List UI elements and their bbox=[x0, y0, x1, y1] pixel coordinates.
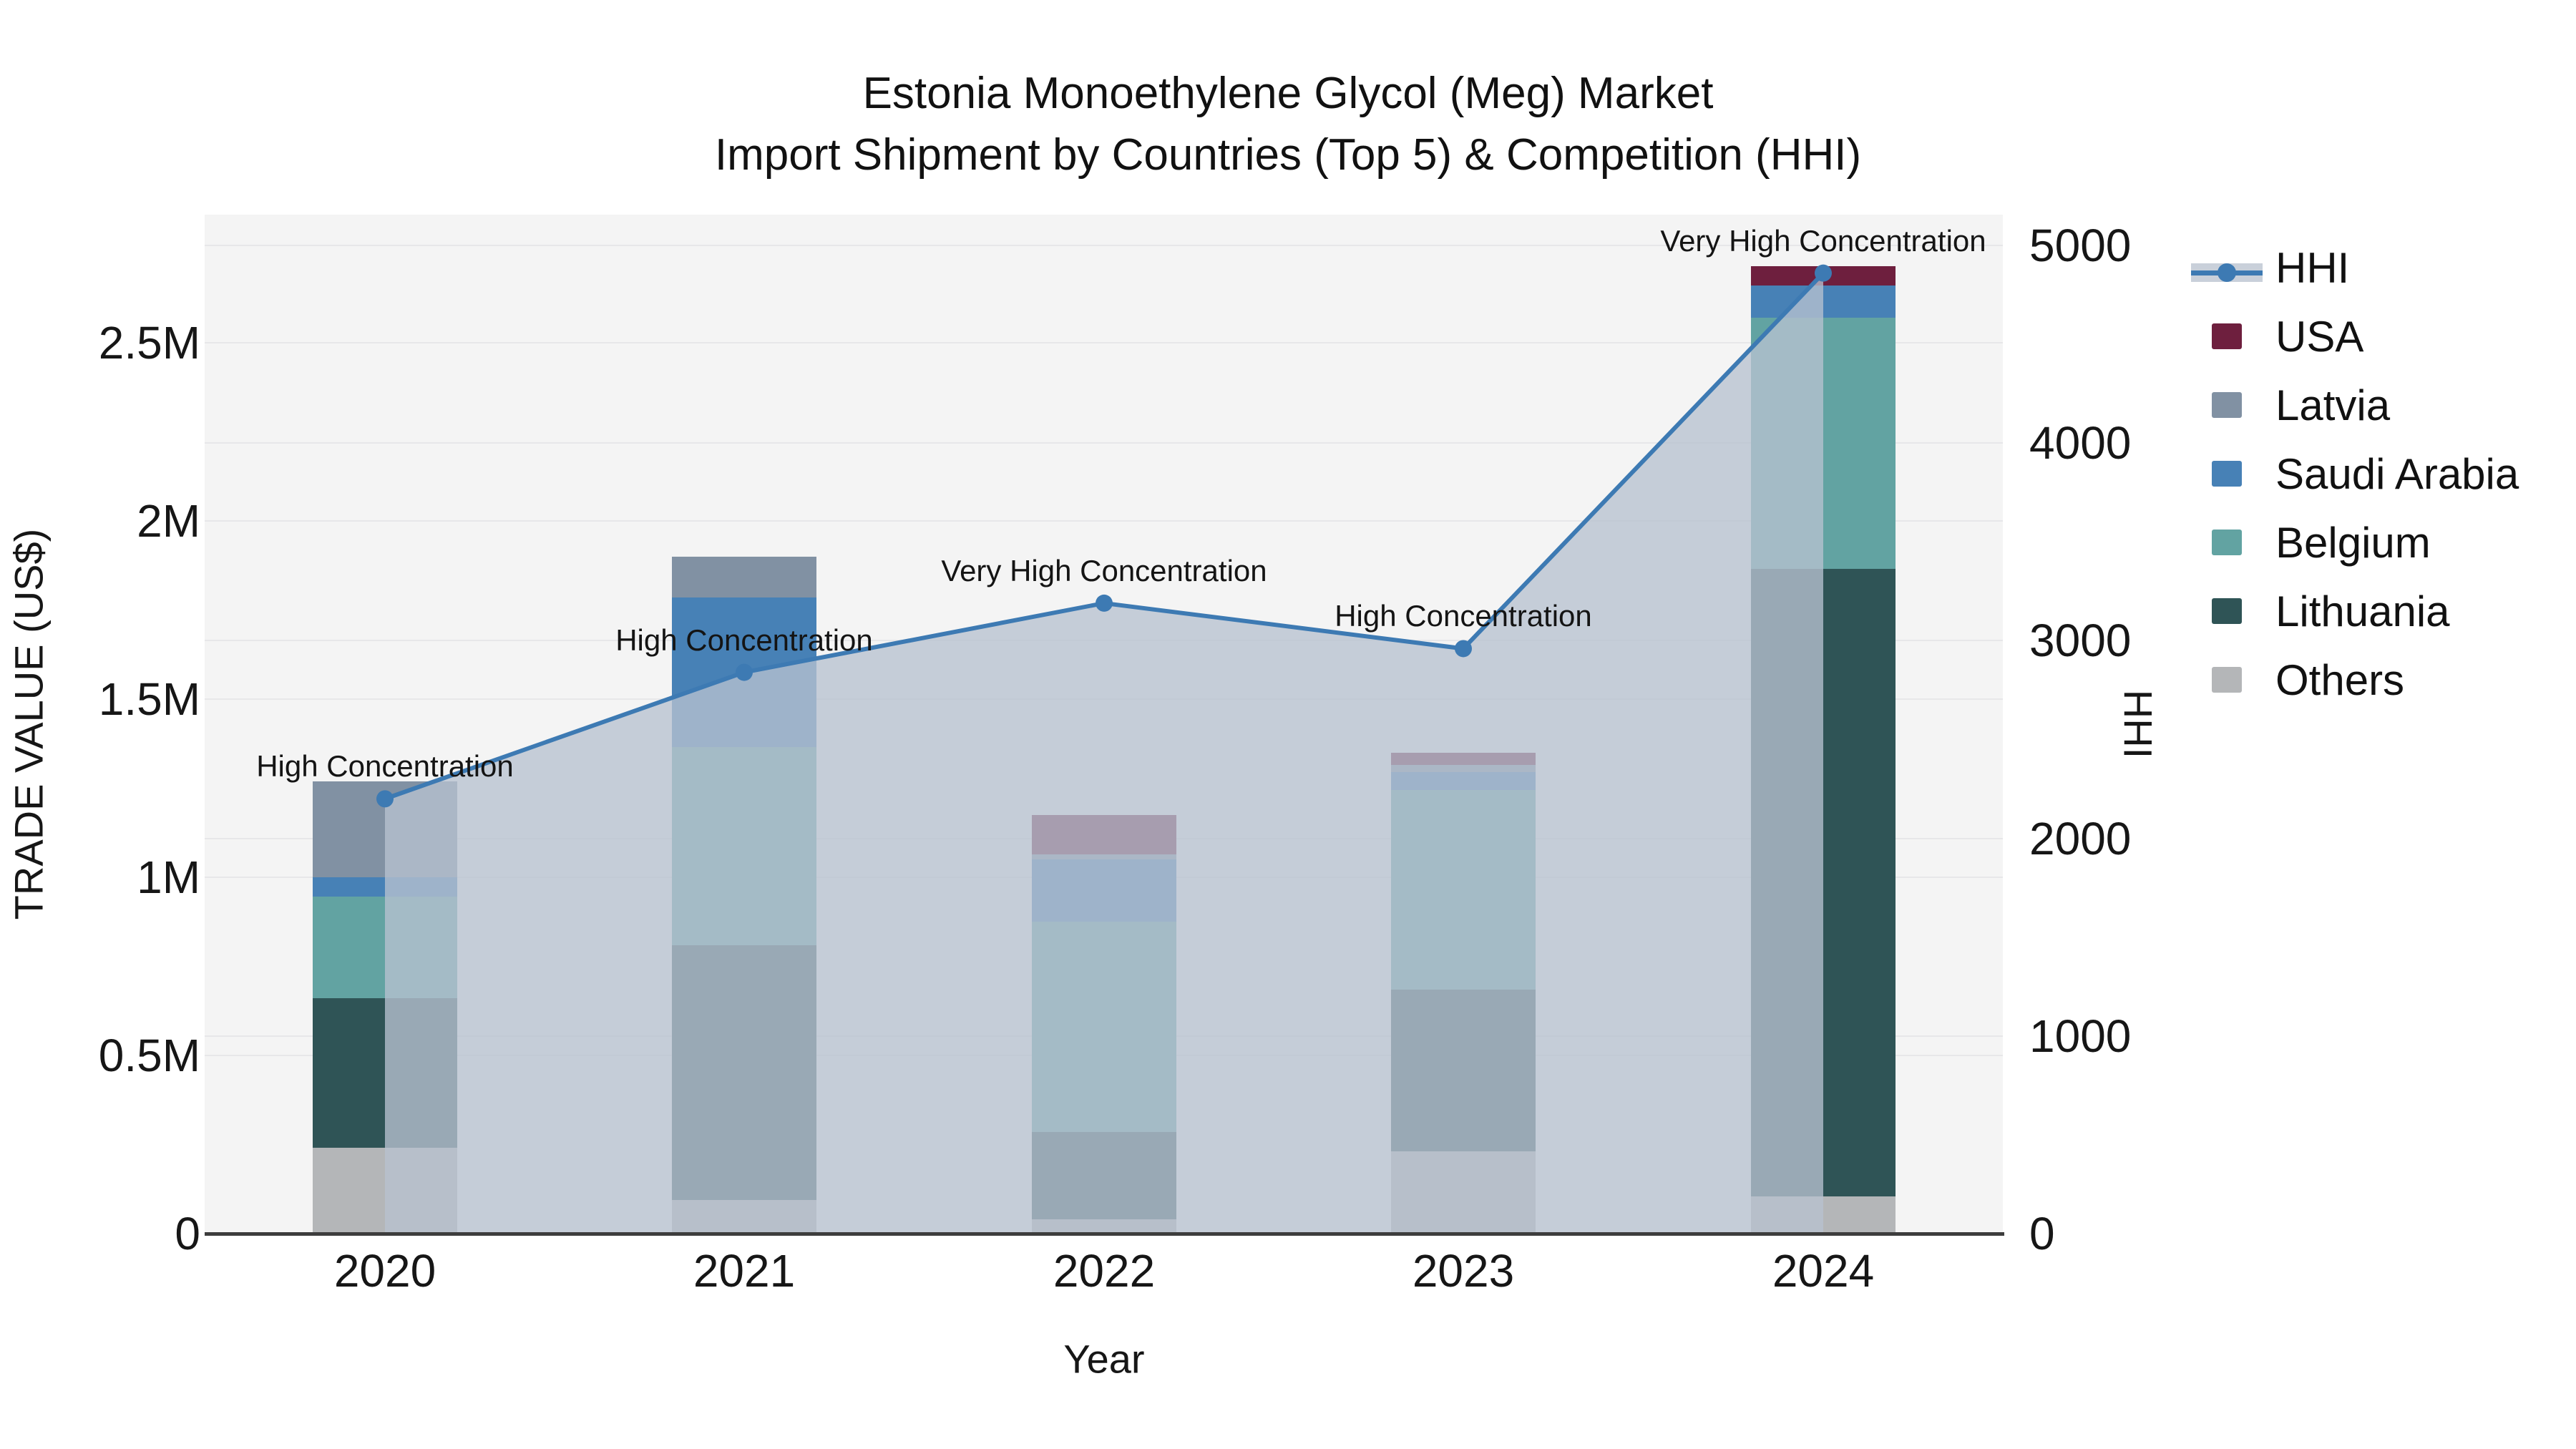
annotation-2021: High Concentration bbox=[615, 623, 873, 657]
hhi-marker-2022[interactable] bbox=[1096, 594, 1113, 612]
annotation-2024: Very High Concentration bbox=[1660, 223, 1986, 258]
legend-item-hhi[interactable]: HHI bbox=[2191, 233, 2519, 302]
y-left-tick-2M: 2M bbox=[137, 495, 200, 547]
color-swatch-belgium bbox=[2212, 530, 2242, 555]
y-right-tick-1000: 1000 bbox=[2029, 1010, 2132, 1062]
legend-label: USA bbox=[2275, 312, 2364, 361]
legend-label: Others bbox=[2275, 655, 2405, 704]
chart-title-line1: Estonia Monoethylene Glycol (Meg) Market bbox=[862, 69, 1714, 118]
chart-title: Estonia Monoethylene Glycol (Meg) Market… bbox=[0, 63, 2576, 186]
x-tick-2024: 2024 bbox=[1772, 1245, 1875, 1297]
hhi-marker-2024[interactable] bbox=[1815, 264, 1832, 282]
y-right-tick-2000: 2000 bbox=[2029, 812, 2132, 864]
y-right-tick-0: 0 bbox=[2029, 1208, 2055, 1259]
y-left-tick-2.5M: 2.5M bbox=[98, 317, 200, 369]
gridline-trade-2.5 bbox=[205, 342, 2003, 343]
legend-item-saudi-arabia[interactable]: Saudi Arabia bbox=[2191, 439, 2519, 508]
y-left-axis-title: TRADE VALUE (US$) bbox=[6, 528, 52, 920]
x-tick-2020: 2020 bbox=[333, 1245, 436, 1297]
gridline-hhi-4000 bbox=[205, 442, 2003, 444]
color-swatch-others bbox=[2212, 667, 2242, 693]
y-left-tick-0.5M: 0.5M bbox=[98, 1030, 200, 1081]
y-right-tick-5000: 5000 bbox=[2029, 220, 2132, 271]
legend-item-latvia[interactable]: Latvia bbox=[2191, 371, 2519, 439]
legend-swatch-icon bbox=[2191, 371, 2263, 439]
color-swatch-saudi-arabia bbox=[2212, 461, 2242, 487]
legend-label: Saudi Arabia bbox=[2275, 449, 2519, 498]
legend-swatch-icon bbox=[2191, 645, 2263, 714]
x-tick-2022: 2022 bbox=[1053, 1245, 1156, 1297]
legend-swatch-icon bbox=[2191, 577, 2263, 645]
legend-item-usa[interactable]: USA bbox=[2191, 302, 2519, 371]
x-axis-line bbox=[205, 1232, 2004, 1236]
x-tick-2023: 2023 bbox=[1412, 1245, 1515, 1297]
y-left-tick-1.5M: 1.5M bbox=[98, 673, 200, 725]
legend-label: Latvia bbox=[2275, 381, 2391, 429]
color-swatch-usa bbox=[2212, 323, 2242, 349]
y-left-tick-0: 0 bbox=[175, 1208, 200, 1259]
hhi-area-fill bbox=[385, 273, 1823, 1234]
gridline-hhi-5000 bbox=[205, 245, 2003, 246]
y-left-tick-1M: 1M bbox=[137, 852, 200, 903]
hhi-marker-2020[interactable] bbox=[376, 790, 394, 808]
y-right-tick-4000: 4000 bbox=[2029, 417, 2132, 469]
hhi-line-swatch-icon bbox=[2191, 233, 2263, 302]
legend-label: Lithuania bbox=[2275, 587, 2450, 635]
hhi-marker-2021[interactable] bbox=[736, 663, 753, 681]
chart-title-line2: Import Shipment by Countries (Top 5) & C… bbox=[714, 130, 1862, 180]
hhi-marker-sample bbox=[2218, 263, 2236, 282]
y-right-tick-3000: 3000 bbox=[2029, 615, 2132, 667]
annotation-2023: High Concentration bbox=[1335, 599, 1592, 633]
gridline-trade-2 bbox=[205, 520, 2003, 522]
legend-item-belgium[interactable]: Belgium bbox=[2191, 508, 2519, 577]
legend-label: Belgium bbox=[2275, 518, 2431, 567]
color-swatch-lithuania bbox=[2212, 598, 2242, 624]
x-tick-2021: 2021 bbox=[693, 1245, 796, 1297]
legend-swatch-icon bbox=[2191, 439, 2263, 508]
annotation-2022: Very High Concentration bbox=[941, 553, 1267, 587]
bar-segment-2021-latvia[interactable] bbox=[672, 556, 816, 598]
annotation-2020: High Concentration bbox=[256, 749, 514, 784]
y-right-axis-title: HHI bbox=[2115, 689, 2161, 759]
legend-swatch-icon bbox=[2191, 302, 2263, 371]
legend-item-lithuania[interactable]: Lithuania bbox=[2191, 577, 2519, 645]
legend: HHI USA Latvia Saudi Arabia Belgium Lithuania… bbox=[2191, 233, 2519, 714]
color-swatch-latvia bbox=[2212, 392, 2242, 418]
legend-item-others[interactable]: Others bbox=[2191, 645, 2519, 714]
legend-swatch-icon bbox=[2191, 508, 2263, 577]
legend-label: HHI bbox=[2275, 243, 2350, 292]
hhi-marker-2023[interactable] bbox=[1455, 640, 1472, 658]
x-axis-title: Year bbox=[1063, 1336, 1145, 1382]
